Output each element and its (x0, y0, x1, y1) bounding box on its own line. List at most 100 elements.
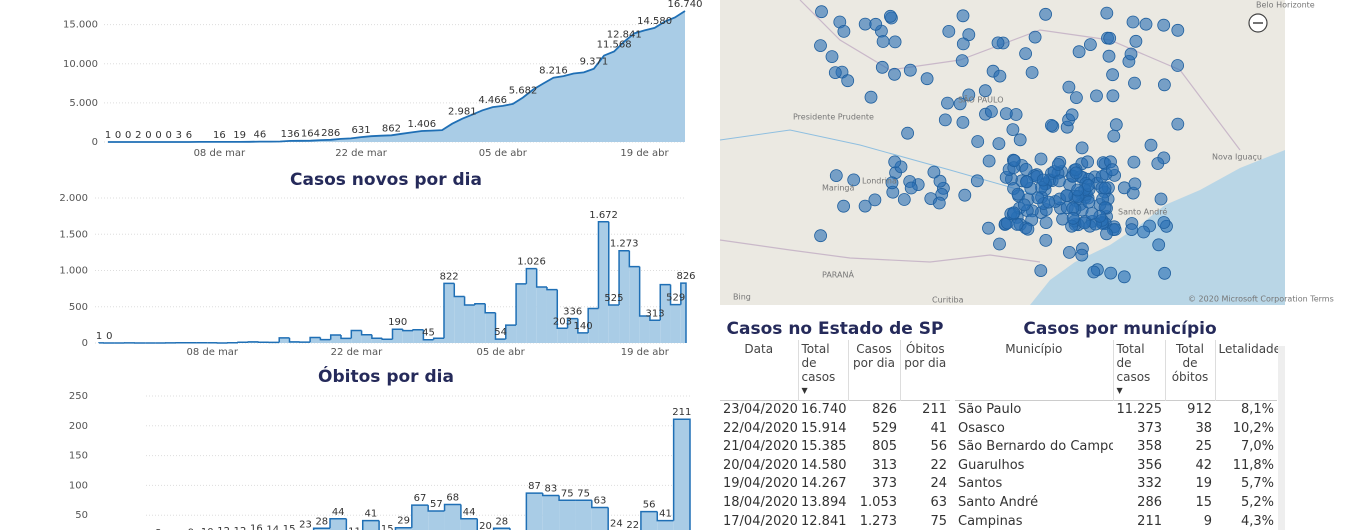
data-label: 826 (676, 271, 695, 282)
scrollbar[interactable] (1278, 346, 1285, 530)
map-marker (1090, 89, 1103, 103)
map-marker (868, 193, 882, 207)
data-label: 1.406 (407, 119, 436, 130)
column-header[interactable]: Total de óbitos (1164, 340, 1215, 401)
map-marker (837, 24, 851, 38)
data-label: 1.026 (517, 257, 546, 268)
map-marker (985, 105, 998, 118)
sort-arrow: ▼ (1116, 386, 1123, 395)
data-label: 9 (188, 528, 194, 530)
map-marker (927, 165, 941, 179)
map-marker (1013, 133, 1027, 147)
column-header[interactable]: Município (955, 340, 1113, 401)
map-marker (1065, 108, 1079, 122)
step-line (361, 519, 380, 530)
step-line (494, 312, 506, 340)
data-label: 0 (125, 130, 131, 141)
bar (454, 296, 465, 343)
table-row: 17/04/2020 12.841 1.273 75 (720, 513, 950, 530)
bar (639, 315, 650, 343)
data-label: 23 (299, 519, 312, 530)
map-marker (938, 113, 952, 127)
map-marker (970, 174, 984, 188)
map-marker (1045, 119, 1058, 132)
column-header[interactable]: Total de casos ▼ (1112, 340, 1165, 401)
table-row: 22/04/2020 15.914 529 41 (720, 420, 950, 439)
header-text: Óbitos por dia (904, 342, 947, 370)
table-body: São Paulo 11.225 912 8,1% Osasco 373 38 10,2% Sã… (955, 401, 1277, 530)
column-header[interactable]: Óbitos por dia (899, 340, 950, 401)
bar (474, 303, 486, 343)
map-marker (1103, 31, 1117, 45)
table-cell: Osasco (958, 420, 1005, 436)
step-line (541, 493, 560, 497)
map-marker (958, 188, 972, 202)
map-marker (1081, 155, 1094, 169)
map-marker (1020, 175, 1033, 189)
map-marker (1028, 30, 1042, 44)
table-cell: São Bernardo do Campo (958, 439, 1113, 455)
table: Município Total de casos ▼ Total de óbito… (955, 340, 1281, 530)
bar (313, 528, 330, 530)
column-header[interactable]: Letalidade (1214, 340, 1281, 401)
table-row: São Bernardo do Campo 358 25 7,0% (955, 438, 1277, 457)
table-cell: 211 (922, 402, 947, 417)
bar (608, 304, 620, 343)
data-label: 1 (96, 331, 102, 342)
step-line (566, 317, 578, 329)
table-cell: 211 (1137, 513, 1162, 529)
data-label: 28 (495, 516, 508, 527)
bar (361, 334, 372, 343)
map-marker (1085, 207, 1099, 220)
sort-arrow: ▼ (801, 386, 808, 395)
map-marker (1082, 195, 1096, 209)
step-line (345, 518, 348, 530)
step-line (427, 505, 445, 512)
step-line (288, 337, 300, 343)
bar (413, 329, 424, 343)
map-marker (1105, 163, 1119, 177)
step-line (608, 221, 620, 306)
zoom-out-button[interactable] (1248, 13, 1268, 33)
table-cell: 373 (1137, 420, 1162, 436)
data-label: 286 (321, 128, 340, 139)
data-label: 136 (281, 129, 300, 140)
map-marker (956, 37, 970, 51)
column-header[interactable]: Data (720, 340, 798, 401)
table-cell: 22 (930, 457, 947, 473)
map-marker (1069, 166, 1083, 180)
table-cell: 13.894 (801, 494, 847, 510)
step-line (412, 328, 424, 331)
bar (330, 335, 342, 343)
map-marker (1056, 212, 1069, 226)
data-label: 6 (186, 130, 192, 141)
bar (575, 500, 592, 530)
map-marker (888, 67, 901, 81)
step-line (381, 338, 393, 340)
table-cell: 529 (872, 420, 897, 436)
step-line (411, 504, 429, 528)
map-marker (1039, 233, 1053, 247)
step-line (422, 329, 434, 341)
data-label: 0 (166, 130, 172, 141)
column-header[interactable]: Casos por dia (847, 340, 900, 401)
data-label: 67 (414, 493, 427, 504)
step-line (535, 268, 547, 288)
map-marker (1019, 162, 1033, 176)
data-label: 12.841 (607, 30, 642, 41)
y-tick-label: 0 (92, 137, 98, 148)
table-title: Casos por município (1023, 319, 1217, 339)
map-marker (1152, 238, 1166, 252)
table-cell: 38 (1195, 420, 1212, 436)
map-marker (971, 135, 985, 148)
map-marker (858, 199, 872, 213)
bar (557, 328, 568, 343)
data-label: 14.580 (637, 16, 672, 27)
bar (423, 339, 434, 343)
data-label: 822 (440, 271, 459, 282)
city-table: Casos por município Município Total de c… (955, 318, 1285, 530)
column-header[interactable]: Total de casos ▼ (797, 340, 848, 401)
map-marker (1117, 270, 1131, 284)
table-cell: 912 (1187, 402, 1212, 417)
map-marker (1106, 68, 1119, 82)
